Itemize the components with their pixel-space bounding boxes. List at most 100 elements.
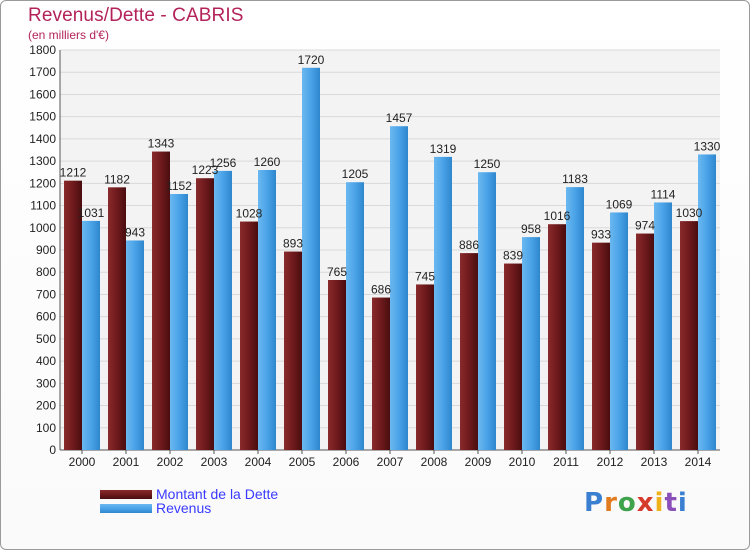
data-label-debt: 1182 (104, 172, 130, 186)
x-tick-label: 2008 (421, 455, 448, 469)
data-label-debt: 765 (327, 265, 347, 279)
x-tick-label: 2012 (597, 455, 624, 469)
bar-revenue (478, 172, 496, 450)
data-label-debt: 839 (503, 249, 523, 263)
data-label-debt: 745 (415, 269, 435, 283)
y-tick-label: 100 (36, 421, 56, 435)
y-tick-label: 700 (36, 287, 56, 301)
x-tick-label: 2004 (245, 455, 272, 469)
y-tick-label: 1200 (29, 176, 56, 190)
y-tick-label: 500 (36, 332, 56, 346)
bar-revenue (302, 67, 320, 451)
data-label-revenue: 1250 (474, 157, 501, 171)
bar-revenue (82, 220, 100, 450)
bar-revenue (434, 156, 452, 450)
bar-revenue (214, 170, 232, 450)
x-tick-label: 2007 (377, 455, 404, 469)
data-label-revenue: 1319 (430, 142, 457, 156)
data-label-revenue: 1256 (210, 156, 237, 170)
y-tick-label: 1300 (29, 154, 56, 168)
data-label-debt: 1030 (676, 206, 703, 220)
legend-swatch-revenue (100, 504, 152, 513)
bar-debt (372, 297, 390, 450)
data-label-revenue: 958 (521, 222, 541, 236)
data-label-revenue: 1205 (342, 167, 369, 181)
chart-subtitle: (en milliers d'€) (28, 28, 109, 42)
logo-letter: i (677, 488, 688, 518)
legend-swatch-debt (100, 490, 152, 499)
chart-title: Revenus/Dette - CABRIS (28, 5, 244, 26)
bar-debt (108, 187, 126, 451)
data-label-revenue: 1114 (651, 187, 676, 201)
data-label-debt: 1223 (192, 163, 219, 177)
logo-letter: o (617, 488, 637, 518)
data-label-revenue: 1330 (694, 139, 721, 153)
bar-debt (680, 221, 698, 450)
x-tick-label: 2006 (333, 455, 360, 469)
data-label-revenue: 1069 (606, 197, 633, 211)
bar-debt (284, 251, 302, 450)
bar-revenue (522, 237, 540, 450)
y-tick-label: 300 (36, 376, 56, 390)
y-tick-label: 1500 (29, 110, 56, 124)
data-label-revenue: 1183 (562, 172, 588, 186)
data-label-debt: 974 (635, 219, 655, 233)
bar-revenue (170, 194, 188, 450)
y-tick-label: 900 (36, 243, 56, 257)
bar-revenue (610, 212, 628, 450)
data-label-debt: 1212 (60, 166, 87, 180)
x-tick-label: 2010 (509, 455, 536, 469)
y-tick-label: 200 (36, 399, 56, 413)
y-tick-label: 1400 (29, 132, 56, 146)
bar-revenue (258, 170, 276, 450)
data-label-revenue: 943 (125, 225, 145, 239)
data-label-debt: 886 (459, 238, 479, 252)
bar-revenue (346, 182, 364, 450)
data-label-debt: 686 (371, 283, 391, 297)
bar-debt (460, 253, 478, 450)
data-label-revenue: 1457 (386, 111, 413, 125)
y-tick-label: 800 (36, 265, 56, 279)
bar-debt (636, 233, 654, 450)
x-tick-label: 2014 (685, 455, 712, 469)
x-tick-label: 2001 (113, 455, 140, 469)
y-tick-label: 600 (36, 310, 56, 324)
y-tick-label: 1800 (29, 43, 56, 57)
x-tick-label: 2005 (289, 455, 316, 469)
logo-letter: i (654, 488, 665, 518)
bar-debt (328, 280, 346, 450)
logo-letter: r (604, 488, 618, 518)
data-label-debt: 893 (283, 237, 303, 251)
legend-item-revenue: Revenus (100, 500, 340, 517)
logo-letter: P (584, 488, 605, 518)
bar-debt (592, 242, 610, 450)
bar-revenue (126, 240, 144, 450)
proxiti-logo: Proxiti (584, 488, 688, 518)
legend-item-debt: Montant de la Dette (100, 486, 340, 503)
legend-label-debt: Montant de la Dette (156, 486, 279, 502)
bar-revenue (390, 126, 408, 450)
bar-debt (504, 263, 522, 450)
y-tick-label: 400 (36, 354, 56, 368)
y-tick-label: 1000 (29, 221, 56, 235)
data-label-revenue: 1720 (298, 53, 325, 67)
data-label-revenue: 1152 (166, 179, 192, 193)
bar-revenue (566, 187, 584, 450)
data-label-debt: 933 (591, 228, 611, 242)
legend-label-revenue: Revenus (156, 500, 212, 516)
bar-debt (416, 284, 434, 450)
bar-debt (64, 180, 82, 450)
data-label-debt: 1343 (148, 137, 175, 151)
bar-revenue (698, 154, 716, 450)
y-tick-label: 1700 (29, 65, 56, 79)
logo-letter: x (636, 488, 655, 518)
data-label-debt: 1016 (544, 209, 571, 223)
bar-debt (196, 178, 214, 450)
x-tick-label: 2011 (553, 455, 579, 469)
bar-debt (548, 224, 566, 450)
x-tick-label: 2002 (157, 455, 184, 469)
x-tick-label: 2000 (69, 455, 96, 469)
y-tick-label: 1100 (30, 199, 56, 213)
y-tick-label: 0 (49, 443, 56, 457)
